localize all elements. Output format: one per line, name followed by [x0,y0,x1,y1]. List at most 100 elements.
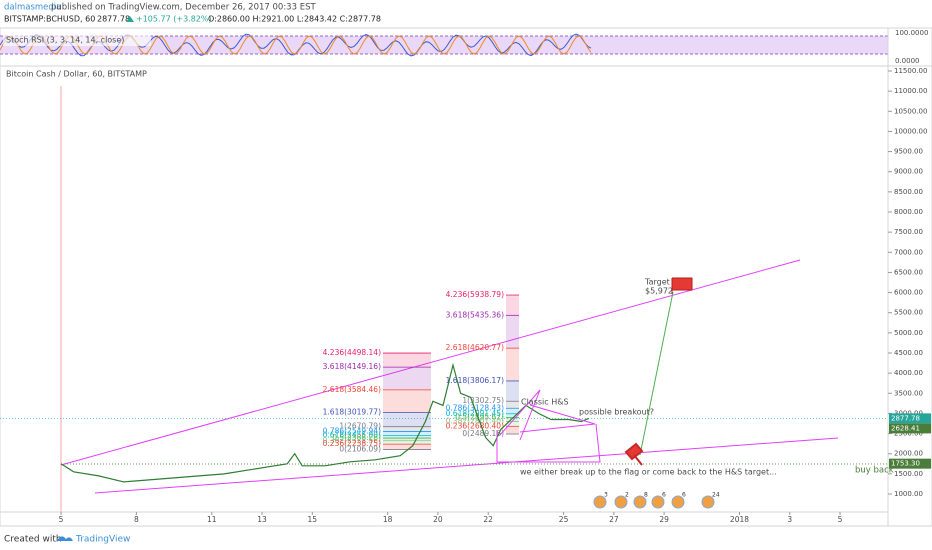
fib-zone [506,315,519,349]
fib-zone [383,412,431,427]
event-badge [593,495,607,509]
fib-label: 0(2489.16) [462,429,504,438]
annotation: buy back [855,466,894,476]
fib-label: 1(3302.75) [462,396,504,405]
y-tick-label: 8000.00 [894,208,923,216]
fib-zone [506,408,519,414]
x-tick-label: 13 [257,515,267,524]
price-tag [889,413,931,424]
y-tick-label: 7500.00 [894,228,923,236]
x-tick-label: 29 [659,515,669,524]
x-tick-label: 22 [483,515,493,524]
x-tick-label: 5 [838,515,843,524]
fib-label: 1.618(3806.17) [446,376,504,385]
y-tick-label: 1000.00 [894,490,923,498]
fib-zone [506,426,519,435]
fib-label: 3.618(5435.36) [446,310,504,319]
projection [496,423,601,463]
event-count: 24 [712,492,720,499]
event-count: 8 [644,492,648,499]
flag [671,277,693,294]
fib-label: 2.618(3584.46) [323,385,381,394]
annotation: Target [644,278,670,287]
y-tick-label: 9500.00 [894,148,923,156]
brand-logo [57,536,73,541]
fib-zone [506,421,519,427]
price-tag [889,458,931,469]
hs-triangle [499,389,541,441]
x-tick-label: 15 [308,515,318,524]
fib-zone [383,435,431,439]
y-tick-label: 4500.00 [894,349,923,357]
fib-label: 0.236(2680.40) [446,421,504,430]
event-badge [614,495,628,509]
change: +105.77 (+3.82%) [136,15,212,24]
author[interactable]: dalmasmedia [4,3,61,13]
fib-label: 0.618(2991.45) [446,409,504,418]
fib-zone [506,413,519,418]
up-arrow [126,16,134,22]
y-tick-label: 9000.00 [894,168,923,176]
fib-label: 2.618(4620.77) [446,343,504,352]
x-tick-label: 25 [559,515,569,524]
fib-label: 0.618(2455.00) [323,430,381,439]
fib-zone [383,367,431,390]
fib-zone [383,431,431,436]
main-panel [0,65,932,527]
ohlc: O:2860.00 H:2921.00 L:2843.42 C:2877.78 [208,15,381,24]
indicator-label-bg [3,34,151,46]
x-tick-label: 5 [59,515,64,524]
symbol: BITSTAMP:BCHUSD, 60 [4,15,95,24]
y-tick-label: 10000.00 [894,127,927,135]
y-tick-label: 5000.00 [894,329,923,337]
fib-zone [383,353,431,368]
chart-label: Bitcoin Cash / Dollar, 60, BITSTAMP [6,70,147,79]
fib-label: 3.618(4149.16) [323,362,381,371]
y-tick-label: 5500.00 [894,309,923,317]
event-badge [701,495,715,509]
fib-label: 1.618(3019.77) [323,408,381,417]
price-line [60,362,589,483]
fib-label: 0.5(2388.28) [332,433,381,442]
fib-label: 0(2106.09) [339,444,381,453]
fib-zone [506,295,519,316]
price-tag-label: 1753.30 [891,460,920,468]
fib-label: 4.236(4498.14) [323,348,381,357]
annotation: possible breakout? [579,408,654,417]
fib-zone [383,444,431,450]
y-tick-label: 6500.00 [894,268,923,276]
indicator-band [0,36,888,54]
fib-label: 0.382(2801.40) [446,416,504,425]
x-tick-label: 3 [787,515,792,524]
annotation: $5,972 [645,287,673,296]
hammer [624,442,644,466]
published: published on TradingView.com, December 2… [51,3,316,13]
event-count: 6 [682,492,686,499]
y-tick-label: 11000.00 [894,87,927,95]
price-tag [889,423,931,434]
event-badge [671,495,685,509]
event-badge [651,495,665,509]
y-tick-label: 8500.00 [894,188,923,196]
annotation: Classic H&S [521,398,569,407]
y-tick-label: 2000.00 [894,450,923,458]
fib-label: 0.236(2238.75) [323,439,381,448]
fib-label: 0.5(2895.62) [455,413,504,422]
fib-zone [506,417,519,422]
annotation: we either break up to the flag or come b… [520,468,777,477]
brand[interactable]: TradingView [75,535,130,545]
indicator-name: Stoch RSI (3, 3, 14, 14, close) [6,36,124,45]
trend-upper [60,259,801,466]
y-tick-label: 1500.00 [894,470,923,478]
last-price: 2877.78 [97,15,130,24]
price-tag-label: 2628.41 [891,424,920,432]
event-count: 3 [604,492,608,499]
y-tick-label: 11500.00 [894,67,927,75]
event-count: 2 [625,492,629,499]
fib-zone [506,401,519,409]
fib-zone [383,426,431,432]
y-tick-label: 2500.00 [894,430,923,438]
target-path [639,291,674,456]
indicator-tick: 0.0000 [895,57,920,65]
